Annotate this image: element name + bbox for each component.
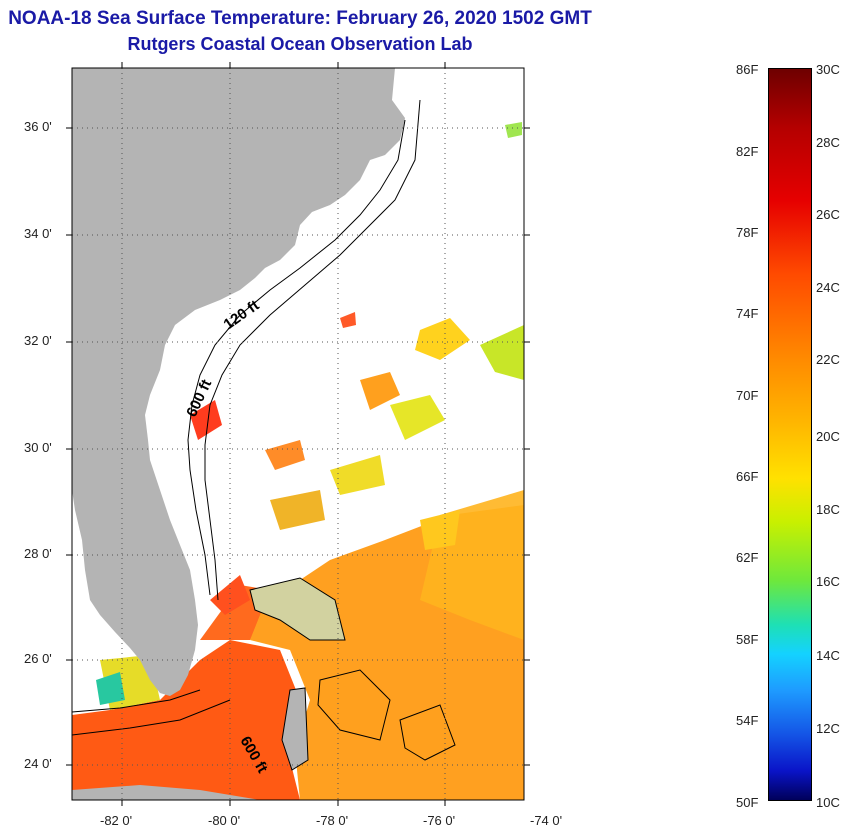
colorbar-c-label: 24C bbox=[816, 280, 840, 295]
lat-label: 34 0' bbox=[24, 226, 52, 241]
temperature-colorbar bbox=[768, 68, 812, 801]
colorbar-c-label: 30C bbox=[816, 62, 840, 77]
lat-label: 30 0' bbox=[24, 440, 52, 455]
map-subtitle: Rutgers Coastal Ocean Observation Lab bbox=[127, 34, 473, 54]
colorbar-c-label: 12C bbox=[816, 721, 840, 736]
contour-600ft bbox=[204, 99, 421, 601]
lat-label: 26 0' bbox=[24, 651, 52, 666]
colorbar-f-label: 50F bbox=[736, 795, 759, 810]
lat-label: 36 0' bbox=[24, 119, 52, 134]
colorbar-c-label: 18C bbox=[816, 502, 840, 517]
map-title: NOAA-18 Sea Surface Temperature: Februar… bbox=[8, 8, 592, 29]
colorbar-c-label: 22C bbox=[816, 352, 840, 367]
lon-label: -80 0' bbox=[208, 813, 241, 828]
colorbar-f-label: 86F bbox=[736, 62, 759, 77]
colorbar-f-label: 62F bbox=[736, 550, 759, 565]
colorbar-f-label: 54F bbox=[736, 713, 759, 728]
colorbar-c-label: 28C bbox=[816, 135, 840, 150]
colorbar-f-label: 82F bbox=[736, 144, 759, 159]
lon-label: -78 0' bbox=[316, 813, 349, 828]
map-frame bbox=[71, 67, 525, 801]
land-mass bbox=[72, 68, 405, 696]
colorbar-c-label: 14C bbox=[816, 648, 840, 663]
colorbar-f-label: 70F bbox=[736, 388, 759, 403]
colorbar-c-label: 26C bbox=[816, 207, 840, 222]
colorbar-c-label: 20C bbox=[816, 429, 840, 444]
colorbar-f-label: 66F bbox=[736, 469, 759, 484]
lon-label: -82 0' bbox=[100, 813, 133, 828]
lat-label: 24 0' bbox=[24, 756, 52, 771]
lon-label: -74 0' bbox=[530, 813, 563, 828]
colorbar-f-label: 58F bbox=[736, 632, 759, 647]
lat-label: 32 0' bbox=[24, 333, 52, 348]
lat-label: 28 0' bbox=[24, 546, 52, 561]
colorbar-f-label: 78F bbox=[736, 225, 759, 240]
contour-120ft bbox=[187, 119, 406, 596]
grid-lines bbox=[72, 68, 524, 800]
colorbar-f-label: 74F bbox=[736, 306, 759, 321]
lon-label: -76 0' bbox=[423, 813, 456, 828]
colorbar-c-label: 16C bbox=[816, 574, 840, 589]
colorbar-c-label: 10C bbox=[816, 795, 840, 810]
gulf-stream-region bbox=[72, 640, 300, 800]
